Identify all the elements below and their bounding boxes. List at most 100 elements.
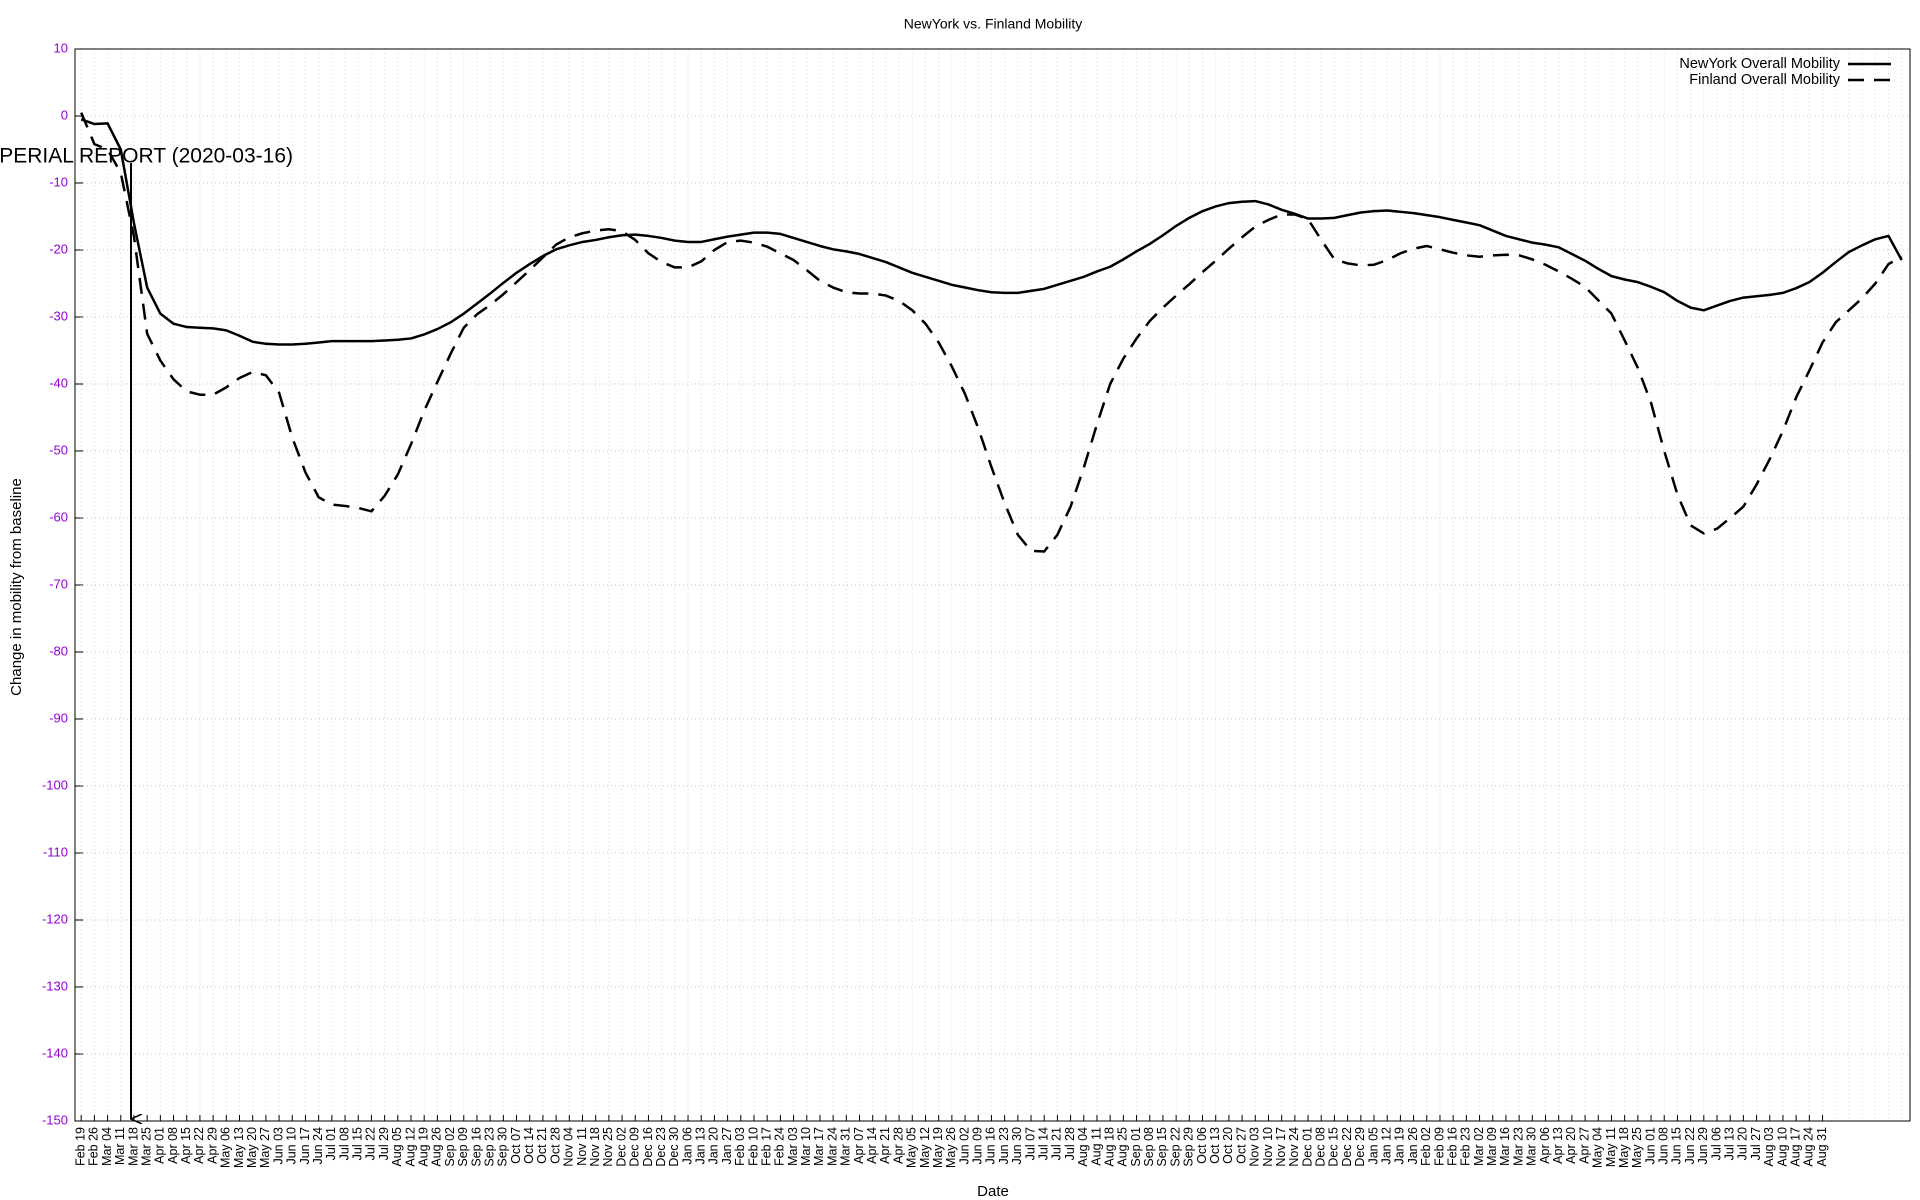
x-tick-label: Nov 04 <box>562 1127 576 1167</box>
x-tick-label: Oct 13 <box>1208 1127 1222 1164</box>
x-tick-label: Jul 13 <box>1722 1127 1736 1160</box>
x-tick-label: Aug 26 <box>430 1127 444 1167</box>
x-tick-label: Feb 19 <box>73 1127 87 1166</box>
x-tick-label: Aug 25 <box>1116 1127 1130 1167</box>
x-tick-label: May 19 <box>931 1127 945 1168</box>
x-tick-label: Dec 22 <box>1340 1127 1354 1167</box>
x-tick-label: Feb 03 <box>733 1127 747 1166</box>
series-line <box>80 118 1903 346</box>
x-tick-label: Jun 23 <box>997 1127 1011 1165</box>
x-tick-label: Jan 26 <box>1406 1127 1420 1165</box>
x-tick-label: Jul 15 <box>351 1127 365 1160</box>
x-tick-label: Feb 23 <box>1459 1127 1473 1166</box>
x-tick-label: Apr 08 <box>166 1127 180 1164</box>
x-tick-label: May 27 <box>258 1127 272 1168</box>
x-tick-label: Jun 15 <box>1670 1127 1684 1165</box>
x-tick-label: Mar 25 <box>139 1127 153 1166</box>
series-line <box>80 112 1903 553</box>
y-tick-label: 0 <box>61 107 68 122</box>
x-tick-label: Mar 24 <box>825 1127 839 1166</box>
x-tick-label: Jun 22 <box>1683 1127 1697 1165</box>
y-tick-label: -110 <box>43 844 68 859</box>
x-tick-label: Sep 16 <box>469 1127 483 1167</box>
x-tick-label: Mar 17 <box>812 1127 826 1166</box>
x-tick-label: Sep 02 <box>443 1127 457 1167</box>
x-tick-label: Jul 07 <box>1023 1127 1037 1160</box>
y-tick-label: -150 <box>42 1112 68 1127</box>
x-tick-label: Sep 29 <box>1182 1127 1196 1167</box>
x-tick-label: Apr 14 <box>865 1127 879 1164</box>
x-tick-label: Aug 03 <box>1762 1127 1776 1167</box>
x-tick-label: Oct 27 <box>1234 1127 1248 1164</box>
x-tick-label: Mar 10 <box>799 1127 813 1166</box>
x-tick-label: Apr 29 <box>205 1127 219 1164</box>
x-tick-label: Mar 04 <box>100 1127 114 1166</box>
x-axis-label: Date <box>977 1183 1009 1200</box>
x-tick-label: Aug 17 <box>1788 1127 1802 1167</box>
plot-border <box>74 48 1911 1122</box>
x-tick-label: Feb 26 <box>87 1127 101 1166</box>
y-tick-label: -100 <box>42 777 68 792</box>
x-tick-label: May 26 <box>944 1127 958 1168</box>
x-tick-label: Dec 15 <box>1327 1127 1341 1167</box>
y-tick-label: -120 <box>42 911 68 926</box>
y-tick-label: -130 <box>42 978 68 993</box>
x-tick-label: Jul 06 <box>1709 1127 1723 1160</box>
legend-label: NewYork Overall Mobility <box>1679 56 1840 72</box>
x-tick-label: Apr 28 <box>891 1127 905 1164</box>
x-tick-label: Jan 19 <box>1393 1127 1407 1165</box>
x-tick-label: Dec 30 <box>667 1127 681 1167</box>
x-tick-label: Jul 21 <box>1050 1127 1064 1160</box>
x-tick-label: Dec 01 <box>1300 1127 1314 1167</box>
x-tick-label: May 18 <box>1617 1127 1631 1168</box>
x-tick-label: Mar 23 <box>1511 1127 1525 1166</box>
x-tick-label: Mar 18 <box>126 1127 140 1166</box>
x-tick-label: May 20 <box>245 1127 259 1168</box>
x-tick-label: Jan 06 <box>680 1127 694 1165</box>
x-tick-label: Dec 02 <box>614 1127 628 1167</box>
x-tick-label: Mar 30 <box>1525 1127 1539 1166</box>
x-tick-label: Jul 20 <box>1736 1127 1750 1160</box>
x-tick-label: Aug 18 <box>1102 1127 1116 1167</box>
x-tick-label: Aug 05 <box>390 1127 404 1167</box>
x-tick-label: Jan 27 <box>720 1127 734 1165</box>
x-tick-label: Oct 21 <box>535 1127 549 1164</box>
x-tick-label: Apr 22 <box>192 1127 206 1164</box>
x-tick-label: Aug 11 <box>1089 1127 1103 1166</box>
x-tick-label: Jul 27 <box>1749 1127 1763 1160</box>
x-tick-label: Jul 28 <box>1063 1127 1077 1160</box>
x-tick-label: Sep 08 <box>1142 1127 1156 1167</box>
x-tick-label: Jul 14 <box>1037 1127 1051 1160</box>
x-tick-label: Nov 10 <box>1261 1127 1275 1167</box>
x-tick-label: Jun 30 <box>1010 1127 1024 1165</box>
x-tick-label: Feb 16 <box>1445 1127 1459 1166</box>
x-tick-label: Nov 18 <box>588 1127 602 1167</box>
x-tick-label: Oct 14 <box>522 1127 536 1164</box>
x-tick-label: Apr 01 <box>153 1127 167 1164</box>
x-tick-label: Jun 08 <box>1657 1127 1671 1165</box>
legend-label: Finland Overall Mobility <box>1689 72 1840 88</box>
x-tick-label: May 11 <box>1604 1127 1618 1167</box>
x-tick-label: Sep 09 <box>456 1127 470 1167</box>
y-tick-label: 10 <box>54 40 68 55</box>
y-tick-label: -20 <box>49 241 68 256</box>
x-tick-label: Jun 17 <box>298 1127 312 1165</box>
x-tick-label: Jul 22 <box>364 1127 378 1160</box>
x-tick-label: Aug 04 <box>1076 1127 1090 1167</box>
y-tick-label: -60 <box>49 509 68 524</box>
annotation: IMPERIAL REPORT (2020-03-16) <box>0 145 293 168</box>
x-tick-label: Jun 03 <box>271 1127 285 1165</box>
x-tick-label: Sep 30 <box>496 1127 510 1167</box>
x-tick-label: Apr 13 <box>1551 1127 1565 1164</box>
x-tick-label: Apr 27 <box>1577 1127 1591 1164</box>
x-tick-label: Sep 01 <box>1129 1127 1143 1167</box>
x-tick-label: Oct 06 <box>1195 1127 1209 1164</box>
x-tick-label: Aug 31 <box>1815 1127 1829 1167</box>
x-tick-label: Sep 22 <box>1168 1127 1182 1167</box>
x-tick-label: May 25 <box>1630 1127 1644 1168</box>
y-tick-label: -70 <box>49 576 68 591</box>
x-tick-label: Sep 15 <box>1155 1127 1169 1167</box>
x-tick-label: Jun 10 <box>285 1127 299 1165</box>
y-axis-label: Change in mobility from baseline <box>8 478 25 696</box>
